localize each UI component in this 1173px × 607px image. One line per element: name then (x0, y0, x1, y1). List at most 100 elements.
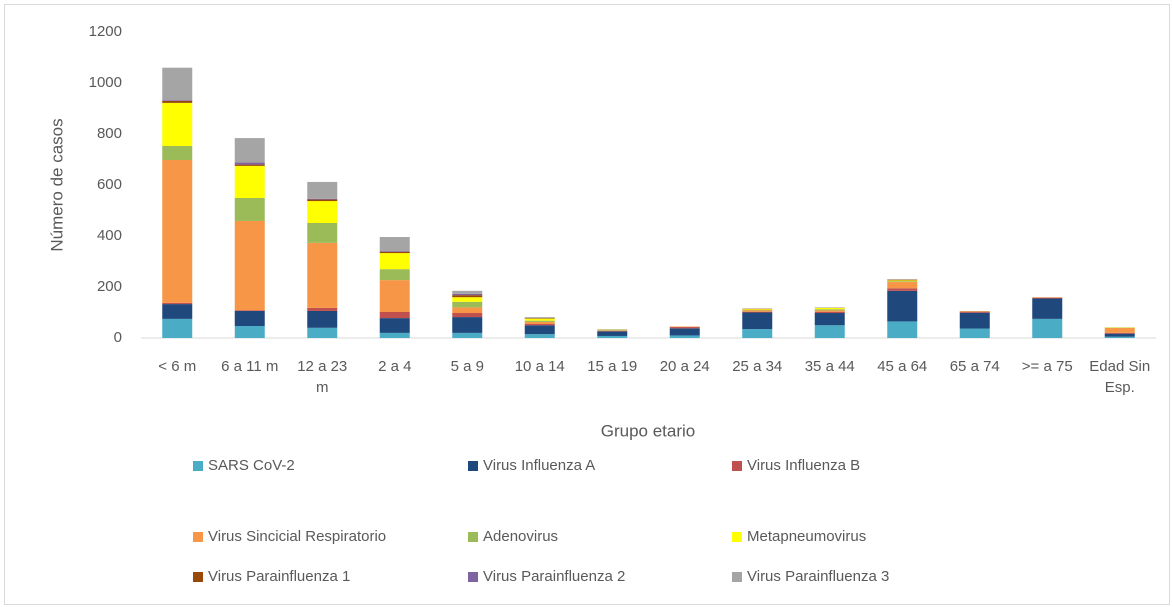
bar-segment (597, 335, 628, 338)
bar-segment (162, 145, 193, 161)
bar-segment (742, 309, 773, 311)
bar-segment (379, 311, 410, 319)
y-axis-title: Número de casos (47, 118, 66, 251)
bar-segment (959, 328, 990, 338)
x-tick-label: < 6 m (158, 358, 197, 375)
x-axis-title: Grupo etario (601, 421, 696, 440)
legend-label: Virus Sincicial Respiratorio (208, 528, 386, 545)
bar-segment (524, 325, 555, 335)
bar-segment (162, 100, 193, 103)
bar-segment (524, 318, 555, 319)
bar-segment (524, 321, 555, 324)
y-tick-label: 800 (97, 125, 122, 142)
x-tick-label: 25 a 34 (732, 358, 783, 375)
bar-segment (597, 330, 628, 331)
bar-segment (379, 251, 410, 252)
legend-label: Virus Parainfluenza 1 (208, 568, 350, 585)
bar-segment (742, 308, 773, 310)
y-tick-label: 600 (97, 176, 122, 193)
legend-label: SARS CoV-2 (208, 457, 295, 474)
bar-segment (452, 301, 483, 308)
y-tick-label: 0 (114, 329, 122, 346)
bar-segment (669, 326, 700, 328)
bar-segment (452, 317, 483, 333)
bar-segment (234, 138, 265, 163)
y-tick-label: 400 (97, 227, 122, 244)
x-tick-label: 20 a 24 (659, 358, 710, 375)
bar-segment (814, 307, 845, 310)
bar-segment (597, 329, 628, 331)
bar-segment (379, 332, 410, 338)
legend-label: Virus Parainfluenza 3 (747, 568, 889, 585)
bar-segment (1032, 297, 1063, 299)
legend-label: Virus Parainfluenza 2 (483, 568, 625, 585)
bar-segment (1032, 298, 1063, 319)
bar-segment (452, 290, 483, 294)
bar-segment (452, 313, 483, 318)
bar-segment (887, 321, 918, 338)
bar-segment (379, 318, 410, 333)
y-tick-label: 200 (97, 278, 122, 295)
bar-segment (307, 199, 338, 202)
bar-segment (452, 297, 483, 302)
x-tick-label: 2 a 4 (378, 358, 412, 375)
bar-segment (742, 310, 773, 312)
bar-segment (742, 311, 773, 313)
bar-segment (1104, 333, 1135, 337)
bar-segment (162, 302, 193, 305)
x-tick-label: >= a 75 (1021, 358, 1073, 375)
x-tick-label: 65 a 74 (949, 358, 1000, 375)
bar-segment (379, 280, 410, 312)
bar-segment (524, 334, 555, 338)
legend-label: Virus Influenza A (483, 457, 595, 474)
bar-segment (234, 326, 265, 338)
y-tick-label: 1200 (89, 23, 122, 40)
bar-segment (379, 251, 410, 254)
bar-segment (597, 331, 628, 336)
bar-segment (814, 309, 845, 311)
bar-segment (379, 269, 410, 281)
bar-segment (887, 281, 918, 282)
bar-segment (959, 311, 990, 313)
x-tick-label: 45 a 64 (877, 358, 928, 375)
bar-segment (162, 100, 193, 101)
bar-segment (234, 164, 265, 166)
legend-swatch (732, 461, 742, 471)
y-tick-label: 1000 (89, 74, 122, 91)
bar-segment (162, 304, 193, 319)
bar-segment (1104, 327, 1135, 333)
bar-segment (452, 307, 483, 314)
bar-segment (742, 309, 773, 310)
x-tick-label: 12 a 23 m (297, 358, 348, 396)
bar-segment (814, 325, 845, 338)
legend-swatch (193, 532, 203, 542)
bar-segment (379, 253, 410, 270)
legend-label: Virus Influenza B (747, 457, 860, 474)
bar-segment (162, 160, 193, 303)
bar-segment (162, 67, 193, 101)
bar-segment (887, 281, 918, 289)
bar-segment (162, 318, 193, 338)
bar-segment (234, 198, 265, 221)
bar-segment (452, 295, 483, 298)
bar-segment (887, 280, 918, 282)
bar-segment (524, 320, 555, 322)
bar-segment (1032, 318, 1063, 338)
bar-segment (814, 311, 845, 314)
x-tick-label: 10 a 14 (514, 358, 565, 375)
bar-segment (234, 165, 265, 199)
bar-segment (452, 332, 483, 338)
bar-segment (887, 279, 918, 281)
bar-segment (234, 310, 265, 311)
bar-segment (814, 310, 845, 312)
bar-segment (379, 237, 410, 252)
bar-segment (597, 329, 628, 330)
bar-segment (814, 313, 845, 326)
bar-segment (742, 312, 773, 330)
bar-segment (1032, 297, 1063, 298)
legend-swatch (468, 572, 478, 582)
bar-segment (742, 329, 773, 338)
bar-segment (307, 201, 338, 223)
